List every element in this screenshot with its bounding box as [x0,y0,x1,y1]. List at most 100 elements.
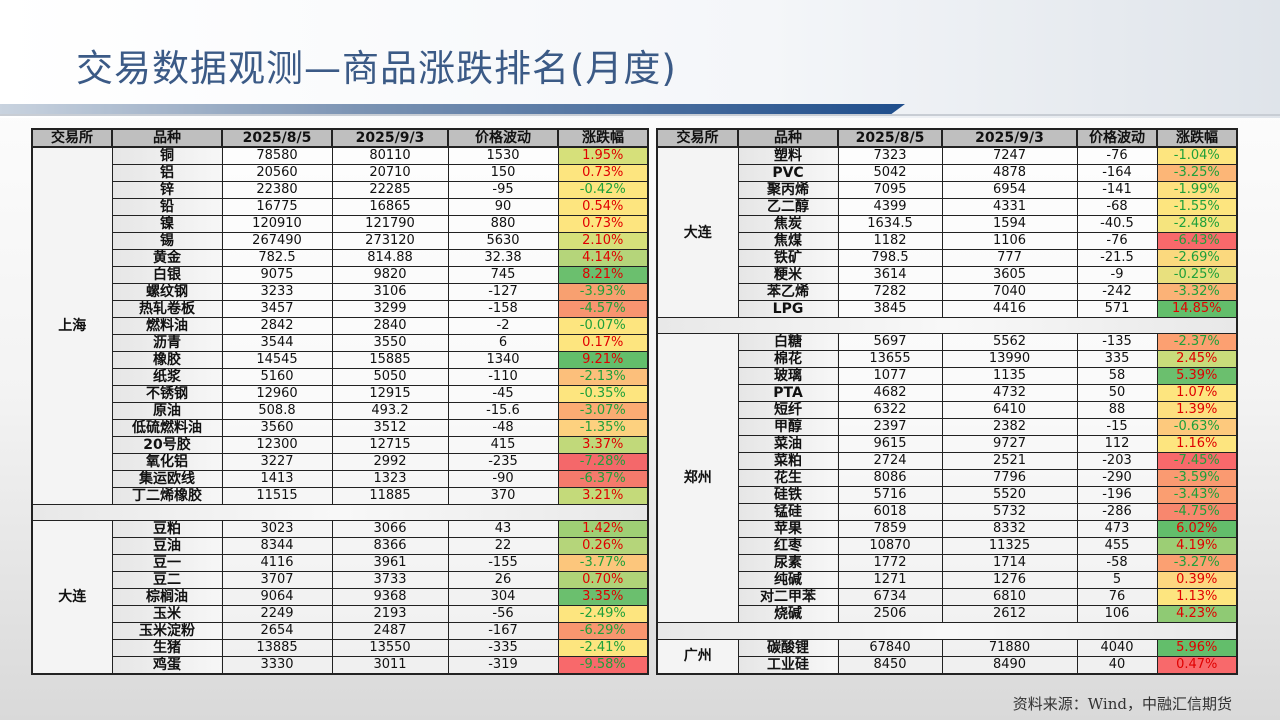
commodity-name: 红枣 [737,537,839,556]
price-start: 4116 [221,554,333,573]
price-start: 3330 [221,656,333,675]
price-start: 12960 [221,385,333,403]
price-change: 106 [1076,605,1158,624]
price-start: 4682 [837,384,943,403]
commodity-name: 短纤 [737,401,839,420]
price-start: 1772 [837,554,943,573]
change-percent: -0.25% [1156,266,1238,284]
table-row: 焦煤 1182 1106 -76 -6.43% [657,232,1238,250]
price-end: 80110 [331,146,449,165]
separator-cell [31,503,649,522]
exchange-cell: 大连 [656,146,739,318]
change-percent: -6.37% [557,470,649,488]
commodity-name: 豆粕 [111,520,223,539]
change-percent: -0.07% [557,317,649,335]
price-change: -141 [1076,181,1158,199]
price-end: 1135 [941,367,1078,386]
price-change: -286 [1076,503,1158,522]
price-end: 11885 [331,487,449,505]
table-row: 锡 267490 273120 5630 2.10% [32,232,649,250]
change-percent: 4.14% [557,249,649,267]
commodity-name: 锰硅 [737,503,839,522]
price-start: 6018 [837,503,943,522]
price-change: -48 [447,419,559,437]
price-start: 2724 [837,452,943,471]
change-percent: 5.39% [1156,367,1238,386]
price-end: 7040 [941,283,1078,301]
table-row: 集运欧线 1413 1323 -90 -6.37% [32,470,649,488]
price-end: 22285 [331,181,449,199]
table-row: 铅 16775 16865 90 0.54% [32,198,649,216]
table-row: 豆二 3707 3733 26 0.70% [32,571,649,590]
price-end: 16865 [331,198,449,216]
price-end: 7247 [941,146,1078,165]
change-percent: -3.43% [1156,486,1238,505]
price-start: 3457 [221,300,333,318]
table-row: 螺纹钢 3233 3106 -127 -3.93% [32,283,649,301]
table-row: 对二甲苯 6734 6810 76 1.13% [657,588,1238,607]
change-percent: -4.75% [1156,503,1238,522]
price-change: -319 [447,656,559,675]
price-end: 3961 [331,554,449,573]
change-percent: 0.39% [1156,571,1238,590]
commodity-name: 甲醇 [737,418,839,437]
change-percent: -7.45% [1156,452,1238,471]
change-percent: -9.58% [557,656,649,675]
table-row: 棕榈油 9064 9368 304 3.35% [32,588,649,607]
column-header: 涨跌幅 [557,128,649,148]
price-start: 3227 [221,453,333,471]
change-percent: -1.04% [1156,146,1238,165]
table-row: 玻璃 1077 1135 58 5.39% [657,367,1238,386]
price-end: 5562 [941,333,1078,352]
price-change: 4040 [1076,638,1158,657]
price-start: 5042 [837,164,943,182]
change-percent: 1.42% [557,520,649,539]
price-change: -40.5 [1076,215,1158,233]
commodity-name: 燃料油 [111,317,223,335]
change-percent: 0.70% [557,571,649,590]
price-start: 16775 [221,198,333,216]
price-change: 26 [447,571,559,590]
commodity-name: 菜粕 [737,452,839,471]
table-row: 菜粕 2724 2521 -203 -7.45% [657,452,1238,471]
commodity-name: 豆油 [111,537,223,556]
commodity-name: 鸡蛋 [111,656,223,675]
price-end: 4416 [941,300,1078,318]
commodity-name: 螺纹钢 [111,283,223,301]
price-end: 4331 [941,198,1078,216]
price-change: 32.38 [447,249,559,267]
price-start: 1182 [837,232,943,250]
price-end: 9727 [941,435,1078,454]
price-change: -2 [447,317,559,335]
change-percent: 2.10% [557,232,649,250]
price-end: 20710 [331,164,449,182]
commodity-name: 硅铁 [737,486,839,505]
price-end: 3733 [331,571,449,590]
table-row: 红枣 10870 11325 455 4.19% [657,537,1238,556]
price-end: 9820 [331,266,449,284]
price-end: 3605 [941,266,1078,284]
price-change: -242 [1076,283,1158,301]
commodity-name: 不锈钢 [111,385,223,403]
table-row: 棉花 13655 13990 335 2.45% [657,350,1238,369]
price-end: 1323 [331,470,449,488]
column-header: 品种 [111,128,223,148]
table-row: 燃料油 2842 2840 -2 -0.07% [32,317,649,335]
change-percent: 1.13% [1156,588,1238,607]
price-change: 40 [1076,655,1158,675]
table-row: 纸浆 5160 5050 -110 -2.13% [32,368,649,386]
table-row: 豆油 8344 8366 22 0.26% [32,537,649,556]
commodity-name: 白银 [111,266,223,284]
price-end: 3011 [331,656,449,675]
change-percent: -0.42% [557,181,649,199]
price-end: 5050 [331,368,449,386]
price-start: 3845 [837,300,943,318]
table-row: 铁矿 798.5 777 -21.5 -2.69% [657,249,1238,267]
change-percent: -0.63% [1156,418,1238,437]
price-change: 88 [1076,401,1158,420]
price-end: 4878 [941,164,1078,182]
table-row: 原油 508.8 493.2 -15.6 -3.07% [32,402,649,420]
price-start: 1271 [837,571,943,590]
price-change: 6 [447,334,559,352]
change-percent: -2.37% [1156,333,1238,352]
